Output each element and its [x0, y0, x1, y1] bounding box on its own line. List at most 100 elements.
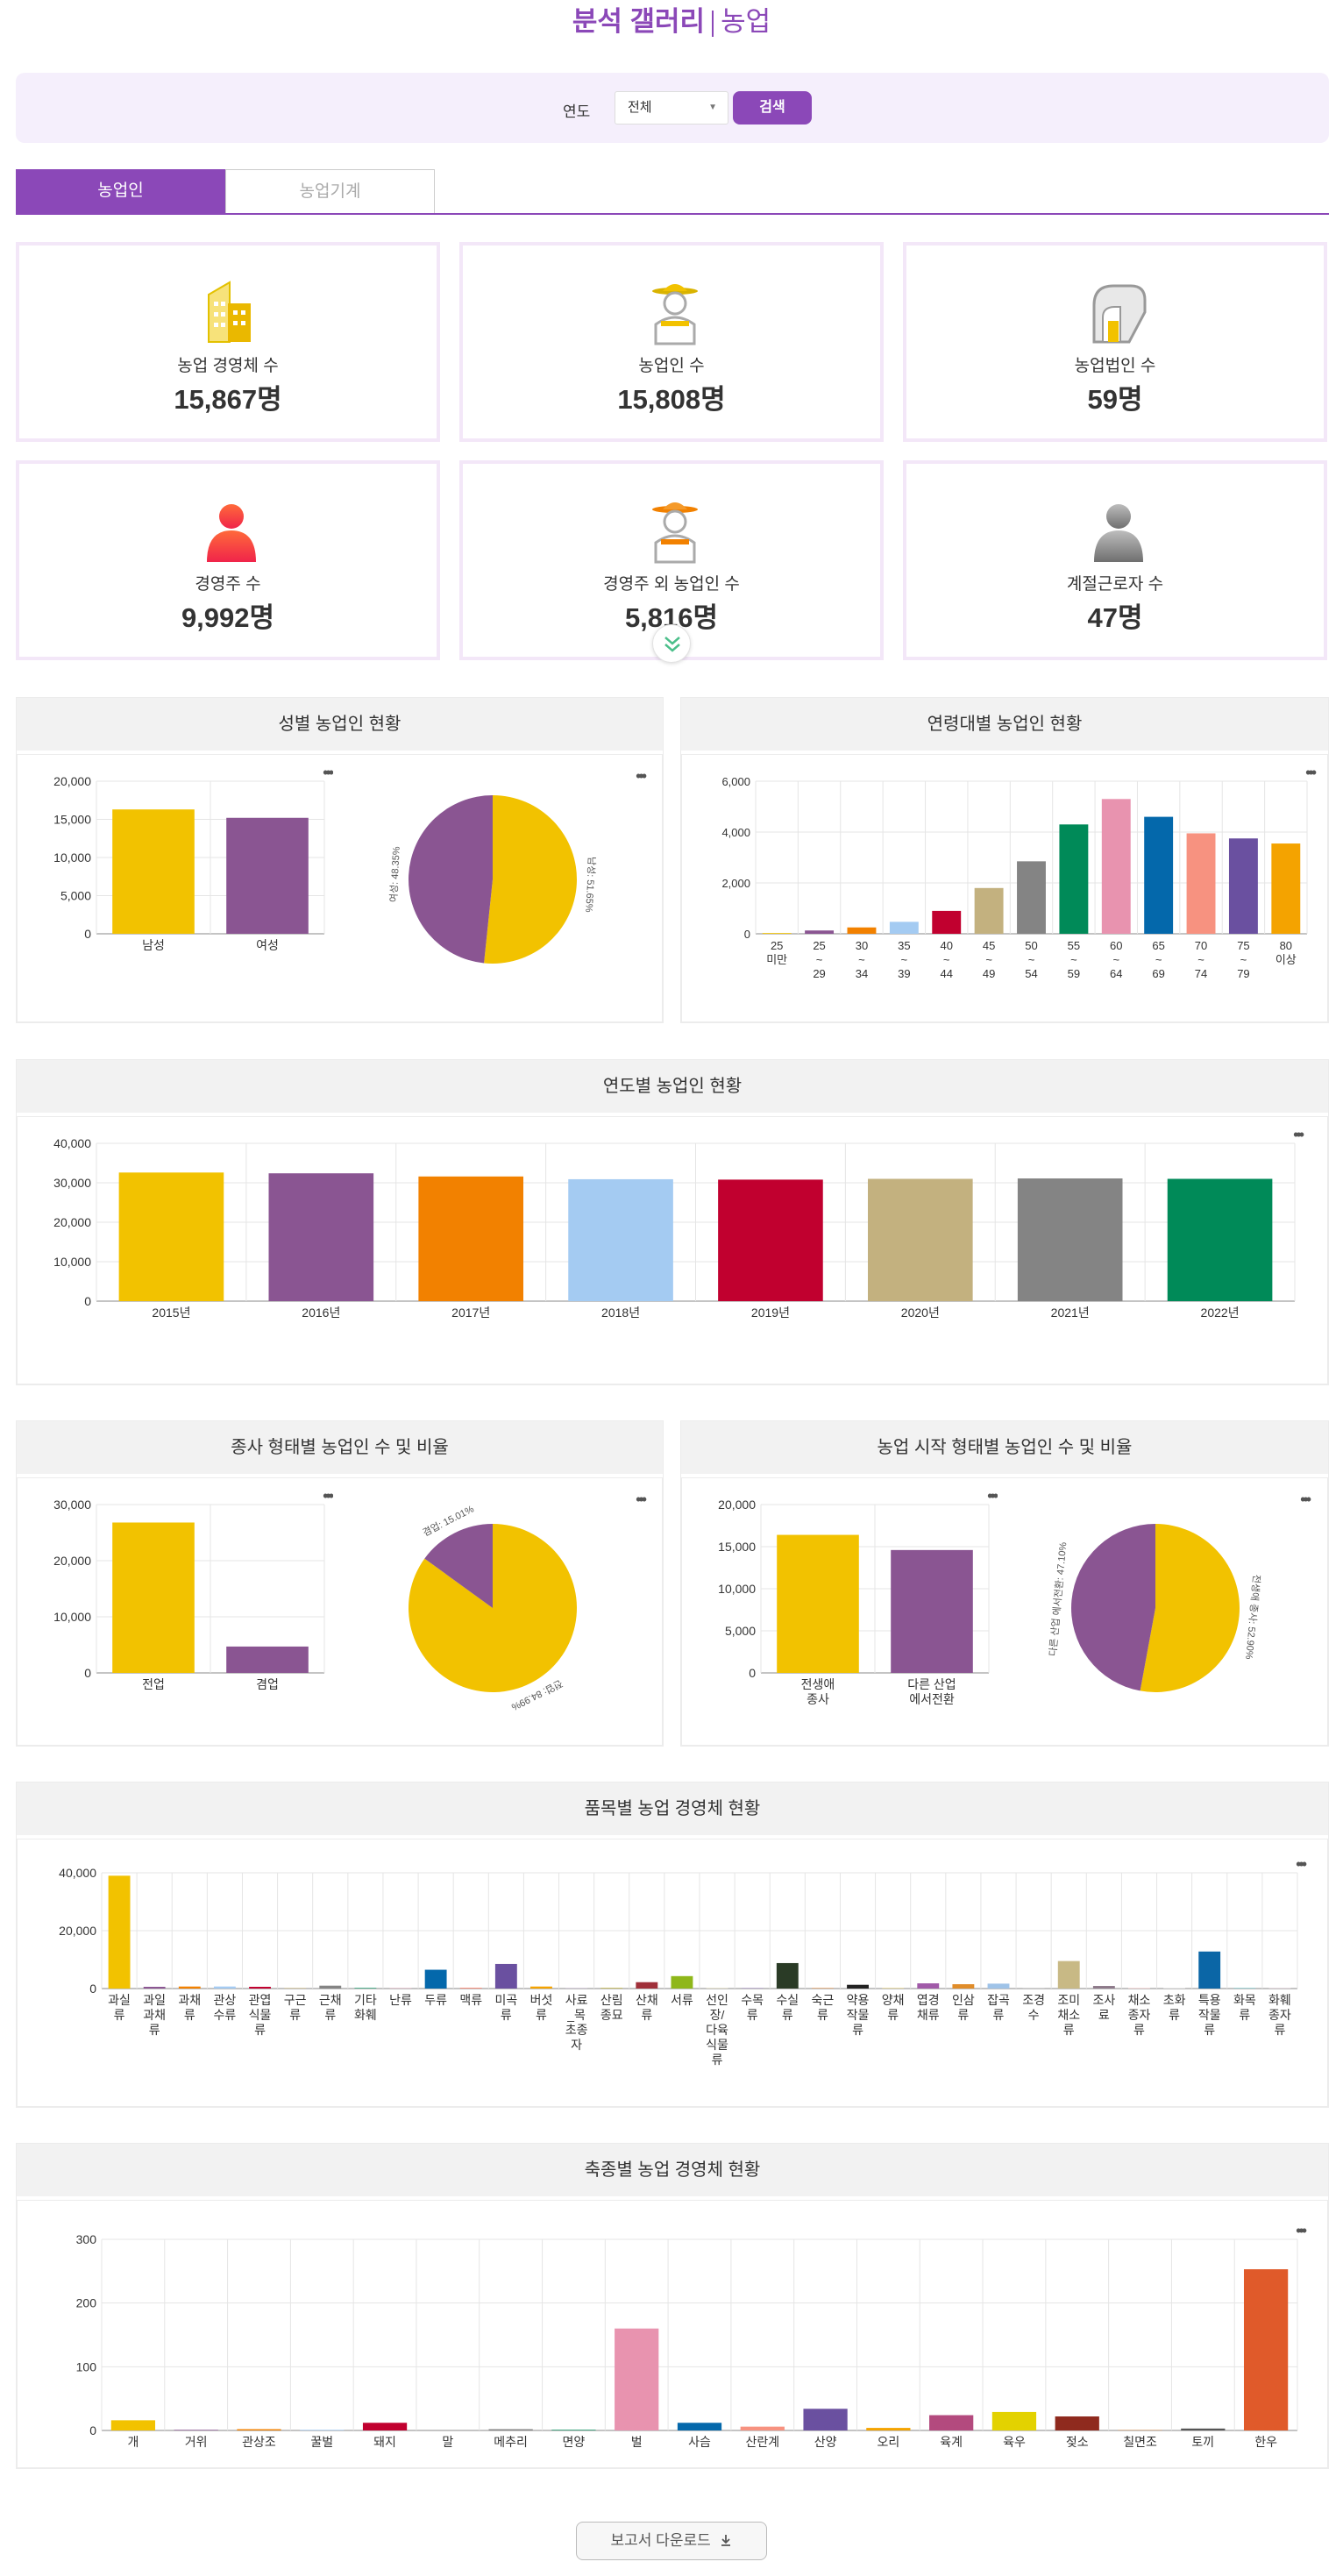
- year-label: 연도: [563, 103, 591, 120]
- x-tick-label: 관상조: [242, 2435, 276, 2449]
- bar-6: [868, 1178, 973, 1301]
- bar-27: [1022, 1988, 1045, 1989]
- bar-28: [1057, 1960, 1080, 1989]
- x-tick-label: 70 ~74: [1195, 939, 1207, 980]
- x-tick-label: 거위: [185, 2435, 208, 2449]
- pie-slice-1: [1140, 1524, 1240, 1692]
- chart-menu-icon[interactable]: •••: [987, 1487, 998, 1505]
- x-tick-label: 남성: [142, 938, 165, 952]
- bar-16: [636, 1982, 658, 1989]
- y-tick-label: 0: [84, 927, 91, 941]
- tab-farmer[interactable]: 농업인: [16, 169, 225, 213]
- x-tick-label: 수실 류: [776, 1993, 799, 2022]
- x-tick-label: 25 미만: [766, 939, 787, 966]
- x-tick-label: 육계: [940, 2435, 963, 2449]
- bar-10: [1144, 816, 1174, 934]
- chevron-down-icon: ▼: [708, 103, 717, 112]
- stat-card-owners: 경영주 수 9,992명: [16, 460, 440, 660]
- year-select[interactable]: 전체 ▼: [615, 91, 728, 125]
- bar-2: [226, 1646, 309, 1673]
- x-tick-label: 25 ~29: [813, 939, 825, 980]
- x-tick-label: 75 ~79: [1237, 939, 1249, 980]
- x-tick-label: 여성: [256, 938, 279, 952]
- year-select-value: 전체: [628, 100, 652, 115]
- bar-2: [268, 1173, 374, 1301]
- x-tick-label: 2019년: [751, 1306, 790, 1320]
- x-tick-label: 60 ~64: [1110, 939, 1122, 980]
- y-tick-label: 10,000: [53, 1610, 91, 1624]
- x-tick-label: 산채 류: [636, 1993, 658, 2022]
- stat-card-farmers: 농업인 수 15,808명: [459, 242, 884, 442]
- chart-menu-icon[interactable]: •••: [636, 1491, 650, 1508]
- y-tick-label: 0: [89, 1982, 96, 1996]
- chart-menu-icon[interactable]: •••: [1296, 2222, 1310, 2239]
- x-tick-label: 벌: [631, 2435, 643, 2449]
- panel-body: 0 20,000 40,000 과실 류 과일 과채 류 과채 류 관상 수류 관엽 식물 류 구근 류 근채 류 기…: [17, 1839, 1328, 2107]
- stat-value: 9,992명: [181, 602, 275, 633]
- x-tick-label: 30 ~34: [856, 939, 868, 980]
- panel-gender: 성별 농업인 현황 0 5,000 10,000 15,000 20,000 남성 여성 ••…: [16, 697, 664, 1023]
- chart-menu-icon[interactable]: •••: [1300, 1491, 1314, 1508]
- panel-livestock: 축종별 농업 경영체 현황 0 100 200 300 개 거위 관상조 꿀벌 돼지 말 메추리 면양…: [16, 2143, 1329, 2469]
- chart-menu-icon[interactable]: •••: [323, 1487, 333, 1505]
- bar-11: [740, 2426, 785, 2430]
- x-tick-label: 개: [127, 2435, 139, 2449]
- y-tick-label: 20,000: [718, 1498, 756, 1512]
- page-title: 분석 갤러리 농업: [0, 0, 1343, 44]
- y-tick-label: 20,000: [59, 1924, 96, 1938]
- stat-label: 농업 경영체 수: [177, 357, 279, 375]
- chart-menu-icon[interactable]: •••: [1296, 1855, 1310, 1873]
- x-tick-label: 꿀벌: [310, 2435, 333, 2449]
- x-tick-label: 35 ~39: [898, 939, 910, 980]
- stat-value: 15,867명: [174, 384, 282, 415]
- bar-7: [1017, 1178, 1123, 1301]
- x-tick-label: 면양: [563, 2435, 586, 2449]
- y-tick-label: 10,000: [53, 850, 91, 865]
- x-tick-label: 엽경 채류: [917, 1993, 940, 2022]
- panel-title: 연령대별 농업인 현황: [681, 698, 1328, 751]
- bar-9: [1101, 799, 1131, 934]
- x-tick-label: 관엽 식물 류: [249, 1993, 272, 2037]
- x-tick-label: 두류: [424, 1993, 447, 2007]
- worker-icon: [652, 502, 698, 564]
- stat-card-farm-entities: 농업 경영체 수 15,867명: [16, 242, 440, 442]
- pie-data-label: 다른 산업 에서전환: 47.10%: [1048, 1541, 1069, 1656]
- x-tick-label: 전생애 종사: [801, 1677, 835, 1706]
- x-tick-label: 잡곡 류: [987, 1993, 1010, 2022]
- pie-slice-1: [484, 795, 577, 964]
- stat-label: 농업인 수: [638, 357, 705, 375]
- livestock-bar-chart: 0 100 200 300 개 거위 관상조 꿀벌 돼지 말 메추리 면양 벌 사슴 산란계 산양 오리 육계 육우…: [76, 2222, 1310, 2449]
- x-tick-label: 돼지: [373, 2435, 396, 2449]
- bar-8: [1059, 824, 1089, 934]
- bar-13: [1271, 843, 1301, 934]
- bar-18: [706, 1988, 728, 1989]
- chart-menu-icon[interactable]: •••: [323, 764, 333, 781]
- page-title-main: 분석 갤러리: [572, 6, 706, 37]
- y-tick-label: 20,000: [53, 1215, 91, 1229]
- bar-1: [762, 933, 792, 934]
- x-tick-label: 인삼 류: [952, 1993, 975, 2022]
- chart-menu-icon[interactable]: •••: [1293, 1126, 1307, 1143]
- search-button[interactable]: 검색: [733, 91, 812, 125]
- x-tick-label: 50 ~54: [1025, 939, 1037, 980]
- stat-label: 농업법인 수: [1074, 357, 1156, 375]
- pie-data-label: 전생애 종사: 52.90%: [1243, 1574, 1262, 1660]
- y-tick-label: 0: [744, 928, 750, 941]
- x-tick-label: 선인 장/다육 식물 류: [706, 1993, 728, 2067]
- download-report-button[interactable]: 보고서 다운로드: [576, 2522, 767, 2560]
- bar-8: [1167, 1178, 1273, 1301]
- x-tick-label: 사슴: [688, 2435, 711, 2449]
- chart-menu-icon[interactable]: •••: [1305, 764, 1319, 781]
- chart-menu-icon[interactable]: •••: [636, 767, 650, 785]
- panel-title: 연도별 농업인 현황: [17, 1060, 1328, 1113]
- bar-12: [1228, 838, 1258, 934]
- x-tick-label: 2016년: [302, 1306, 340, 1320]
- bar-5: [249, 1987, 271, 1989]
- expand-stats-button[interactable]: [652, 624, 691, 663]
- tab-machinery[interactable]: 농업기계: [225, 169, 435, 213]
- x-tick-label: 특용 작물 류: [1198, 1993, 1221, 2037]
- x-tick-label: 난류: [389, 1993, 412, 2007]
- worktype-bar-chart: 0 10,000 20,000 30,000 전업 겸업 •••: [53, 1487, 333, 1691]
- x-tick-label: 육우: [1003, 2435, 1026, 2449]
